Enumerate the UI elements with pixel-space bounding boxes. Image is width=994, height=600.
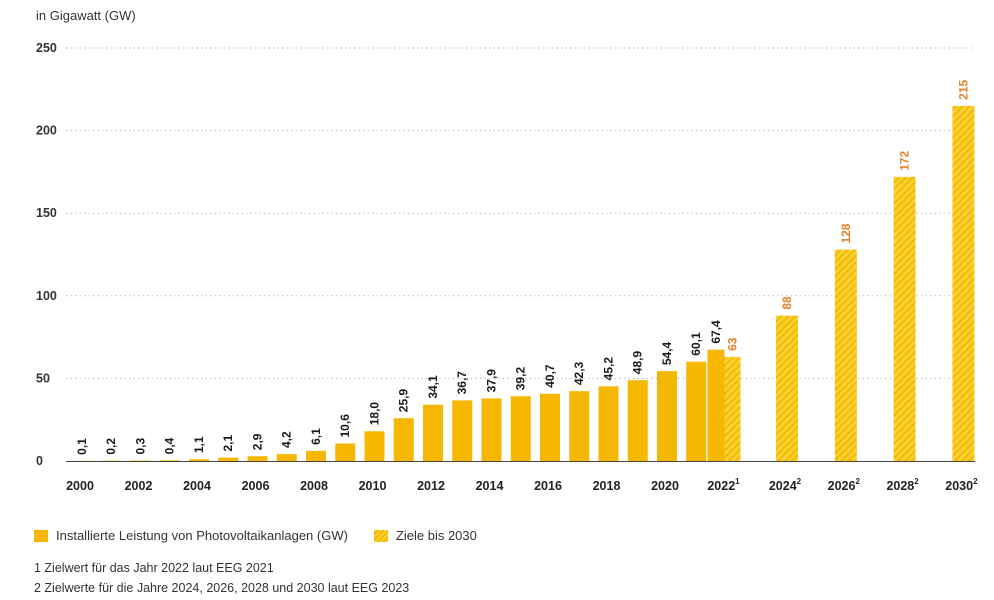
value-label-actual-2012: 34,1 — [426, 375, 440, 399]
x-tick-label-2000: 2000 — [66, 479, 94, 493]
footnote-marker: 2 — [855, 477, 860, 486]
bar-target-2028 — [893, 176, 916, 461]
y-tick-label: 0 — [36, 454, 43, 468]
bar-actual-2007 — [276, 454, 297, 461]
footnote-marker: 2 — [914, 477, 919, 486]
x-tick-label-2012: 2012 — [417, 479, 445, 493]
value-label-actual-2000: 0,1 — [75, 438, 89, 455]
bar-actual-2008 — [306, 450, 326, 461]
value-label-actual-2021: 60,1 — [689, 332, 703, 356]
bar-actual-2006 — [247, 456, 268, 461]
value-label-target-2028: 172 — [898, 151, 912, 171]
y-tick-label: 100 — [36, 289, 57, 303]
legend-item-actual: Installierte Leistung von Photovoltaikan… — [34, 528, 348, 543]
legend-swatch-target — [373, 529, 388, 542]
value-label-target-2030: 215 — [956, 79, 970, 99]
y-tick-label: 200 — [36, 124, 57, 138]
legend: Installierte Leistung von Photovoltaikan… — [34, 528, 503, 543]
value-label-actual-2022: 67,4 — [709, 320, 723, 344]
bar-actual-2019 — [627, 380, 648, 461]
value-label-actual-2014: 37,9 — [485, 369, 499, 393]
bar-actual-2009 — [335, 443, 356, 461]
bar-target-2030 — [952, 105, 975, 461]
bar-actual-2017 — [569, 391, 590, 461]
value-label-actual-2009: 10,6 — [338, 414, 352, 438]
y-tick-label: 250 — [36, 41, 57, 55]
bar-actual-2021 — [686, 361, 707, 461]
bar-chart: 0,1 0,2 0,3 0,4 1,1 2,1 2,9 4,2 6,1 10,6 18,0 25,9 3… — [36, 41, 978, 493]
footnotes: 1 Zielwert für das Jahr 2022 laut EEG 20… — [34, 558, 409, 598]
value-label-target-2022: 63 — [726, 337, 740, 351]
bar-actual-2018 — [598, 386, 619, 461]
bar-actual-2014 — [481, 398, 502, 461]
x-tick-label-2004: 2004 — [183, 479, 211, 493]
value-label-target-2024: 88 — [780, 296, 794, 310]
x-tick-label-2024: 20242 — [769, 477, 802, 493]
footnote-marker: 1 — [735, 477, 740, 486]
bar-actual-2016 — [540, 393, 560, 461]
value-label-actual-2011: 25,9 — [397, 389, 411, 413]
value-label-actual-2006: 2,9 — [251, 433, 265, 450]
value-label-actual-2018: 45,2 — [602, 357, 616, 381]
x-tick-label-2028: 20282 — [886, 477, 919, 493]
y-axis-unit-label: in Gigawatt (GW) — [36, 8, 136, 23]
bar-actual-2015 — [510, 396, 531, 461]
bar-actual-2012 — [423, 404, 443, 461]
value-label-actual-2002: 0,3 — [134, 437, 148, 454]
bar-actual-2005 — [218, 457, 239, 461]
footnote-2: 2 Zielwerte für die Jahre 2024, 2026, 20… — [34, 581, 410, 595]
x-tick-label-2026: 20262 — [828, 477, 861, 493]
value-label-actual-2007: 4,2 — [280, 431, 294, 448]
grid-lines — [66, 47, 975, 379]
x-tick-label-2006: 2006 — [242, 479, 270, 493]
bar-actual-2022 — [707, 349, 725, 461]
value-label-actual-2008: 6,1 — [309, 428, 323, 445]
footnote-marker: 2 — [797, 477, 802, 486]
value-label-actual-2005: 2,1 — [221, 435, 235, 452]
value-label-actual-2004: 1,1 — [192, 436, 206, 453]
legend-label-actual: Installierte Leistung von Photovoltaikan… — [56, 528, 348, 543]
value-label-actual-2017: 42,3 — [572, 361, 586, 385]
bar-target-2022 — [724, 356, 741, 461]
x-tick-label-2030: 20302 — [945, 477, 978, 493]
value-label-actual-2001: 0,2 — [104, 438, 118, 455]
bar-target-2026 — [834, 249, 857, 461]
value-label-actual-2010: 18,0 — [368, 402, 382, 426]
y-tick-label: 150 — [36, 206, 57, 220]
bars — [72, 105, 975, 461]
value-label-actual-2015: 39,2 — [514, 367, 528, 391]
x-tick-label-2022: 20221 — [707, 477, 740, 493]
footnote-marker: 2 — [973, 477, 978, 486]
bar-actual-2011 — [393, 418, 414, 461]
x-tick-label-2008: 2008 — [300, 479, 328, 493]
value-label-target-2026: 128 — [839, 223, 853, 243]
value-label-actual-2013: 36,7 — [455, 371, 469, 395]
bar-actual-2004 — [189, 459, 209, 461]
bar-actual-2010 — [364, 431, 385, 461]
footnote-1: 1 Zielwert für das Jahr 2022 laut EEG 20… — [34, 561, 274, 575]
axes: 0 50 100 150 200 250 2000 2002 2004 2006 2008 2010 2… — [36, 41, 978, 493]
y-tick-label: 50 — [36, 371, 50, 385]
x-tick-label-2020: 2020 — [651, 479, 679, 493]
bar-actual-2020 — [657, 371, 677, 461]
bar-target-2024 — [776, 315, 798, 461]
legend-label-target: Ziele bis 2030 — [395, 528, 477, 543]
value-label-actual-2019: 48,9 — [631, 351, 645, 375]
bar-actual-2003 — [159, 460, 180, 461]
x-tick-label-2002: 2002 — [125, 479, 153, 493]
x-tick-label-2014: 2014 — [476, 479, 504, 493]
value-label-actual-2003: 0,4 — [163, 437, 177, 454]
value-labels: 0,1 0,2 0,3 0,4 1,1 2,1 2,9 4,2 6,1 10,6 18,0 25,9 3… — [75, 79, 970, 454]
legend-item-target: Ziele bis 2030 — [373, 528, 477, 543]
x-tick-label-2016: 2016 — [534, 479, 562, 493]
legend-swatch-actual — [34, 529, 48, 542]
value-label-actual-2020: 54,4 — [660, 341, 674, 365]
value-label-actual-2016: 40,7 — [543, 364, 557, 388]
x-tick-label-2010: 2010 — [359, 479, 387, 493]
x-tick-label-2018: 2018 — [593, 479, 621, 493]
bar-actual-2013 — [452, 400, 473, 461]
